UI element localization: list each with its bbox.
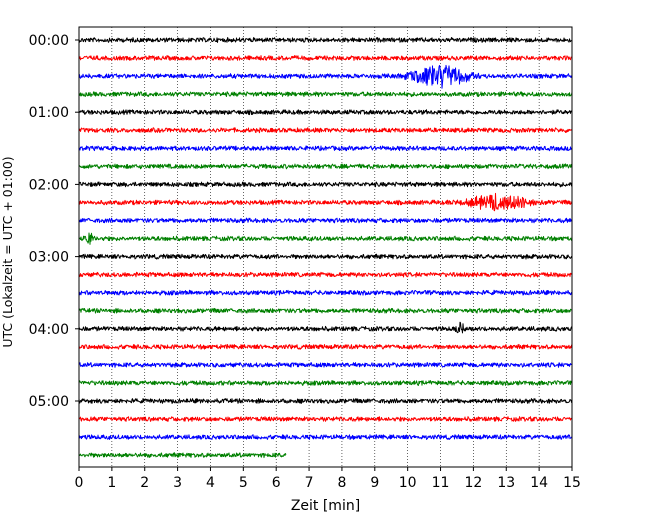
trace-0030 bbox=[78, 64, 573, 89]
trace-0315 bbox=[78, 271, 573, 278]
trace-0100 bbox=[78, 109, 573, 116]
x-tick-label: 3 bbox=[173, 475, 182, 491]
trace-0215 bbox=[78, 192, 573, 212]
trace-0445 bbox=[78, 379, 573, 386]
y-tick-label: 02:00 bbox=[29, 177, 69, 193]
x-tick-label: 0 bbox=[75, 475, 84, 491]
x-tick-label: 10 bbox=[399, 475, 417, 491]
trace-0230 bbox=[78, 217, 573, 224]
trace-0330 bbox=[78, 289, 573, 296]
x-axis: 0 1 2 3 4 5 6 7 8 9 10 11 12 13 14 15 bbox=[75, 467, 581, 491]
x-tick-label: 12 bbox=[464, 475, 482, 491]
y-tick-label: 05:00 bbox=[29, 394, 69, 410]
x-tick-label: 11 bbox=[432, 475, 450, 491]
x-tick-label: 9 bbox=[370, 475, 379, 491]
x-tick-label: 5 bbox=[239, 475, 248, 491]
x-tick-label: 13 bbox=[497, 475, 515, 491]
trace-0530 bbox=[78, 434, 573, 440]
trace-0130 bbox=[78, 145, 573, 152]
x-tick-label: 8 bbox=[337, 475, 346, 491]
x-tick-label: 14 bbox=[530, 475, 548, 491]
x-tick-label: 7 bbox=[305, 475, 314, 491]
trace-0415 bbox=[78, 343, 573, 350]
x-tick-label: 6 bbox=[272, 475, 281, 491]
y-tick-label: 03:00 bbox=[29, 250, 69, 266]
vertical-grid bbox=[111, 27, 540, 467]
plot-frame bbox=[78, 26, 573, 468]
y-tick-label: 01:00 bbox=[29, 105, 69, 121]
y-axis: 00:00 01:00 02:00 03:00 04:00 05:00 bbox=[29, 33, 79, 410]
trace-0000 bbox=[78, 37, 573, 43]
x-tick-label: 4 bbox=[206, 475, 215, 491]
x-axis-label: Zeit [min] bbox=[291, 498, 360, 514]
trace-0200 bbox=[78, 181, 573, 188]
y-tick-label: 04:00 bbox=[29, 322, 69, 338]
trace-group bbox=[78, 37, 573, 459]
trace-0245 bbox=[78, 232, 573, 245]
trace-0015 bbox=[78, 55, 573, 61]
trace-0300 bbox=[78, 253, 573, 260]
trace-0430 bbox=[78, 362, 573, 368]
x-tick-label: 15 bbox=[563, 475, 581, 491]
trace-0115 bbox=[78, 127, 573, 134]
x-tick-label: 1 bbox=[107, 475, 116, 491]
trace-0545 bbox=[78, 452, 287, 459]
x-tick-label: 2 bbox=[140, 475, 149, 491]
y-tick-label: 00:00 bbox=[29, 33, 69, 49]
trace-0145 bbox=[78, 163, 573, 170]
trace-0045 bbox=[78, 91, 573, 98]
trace-0500 bbox=[78, 398, 573, 404]
trace-0345 bbox=[78, 307, 573, 314]
y-axis-label: UTC (Lokalzeit = UTC + 01:00) bbox=[0, 156, 15, 347]
trace-0400 bbox=[78, 321, 573, 334]
trace-0515 bbox=[78, 416, 573, 422]
